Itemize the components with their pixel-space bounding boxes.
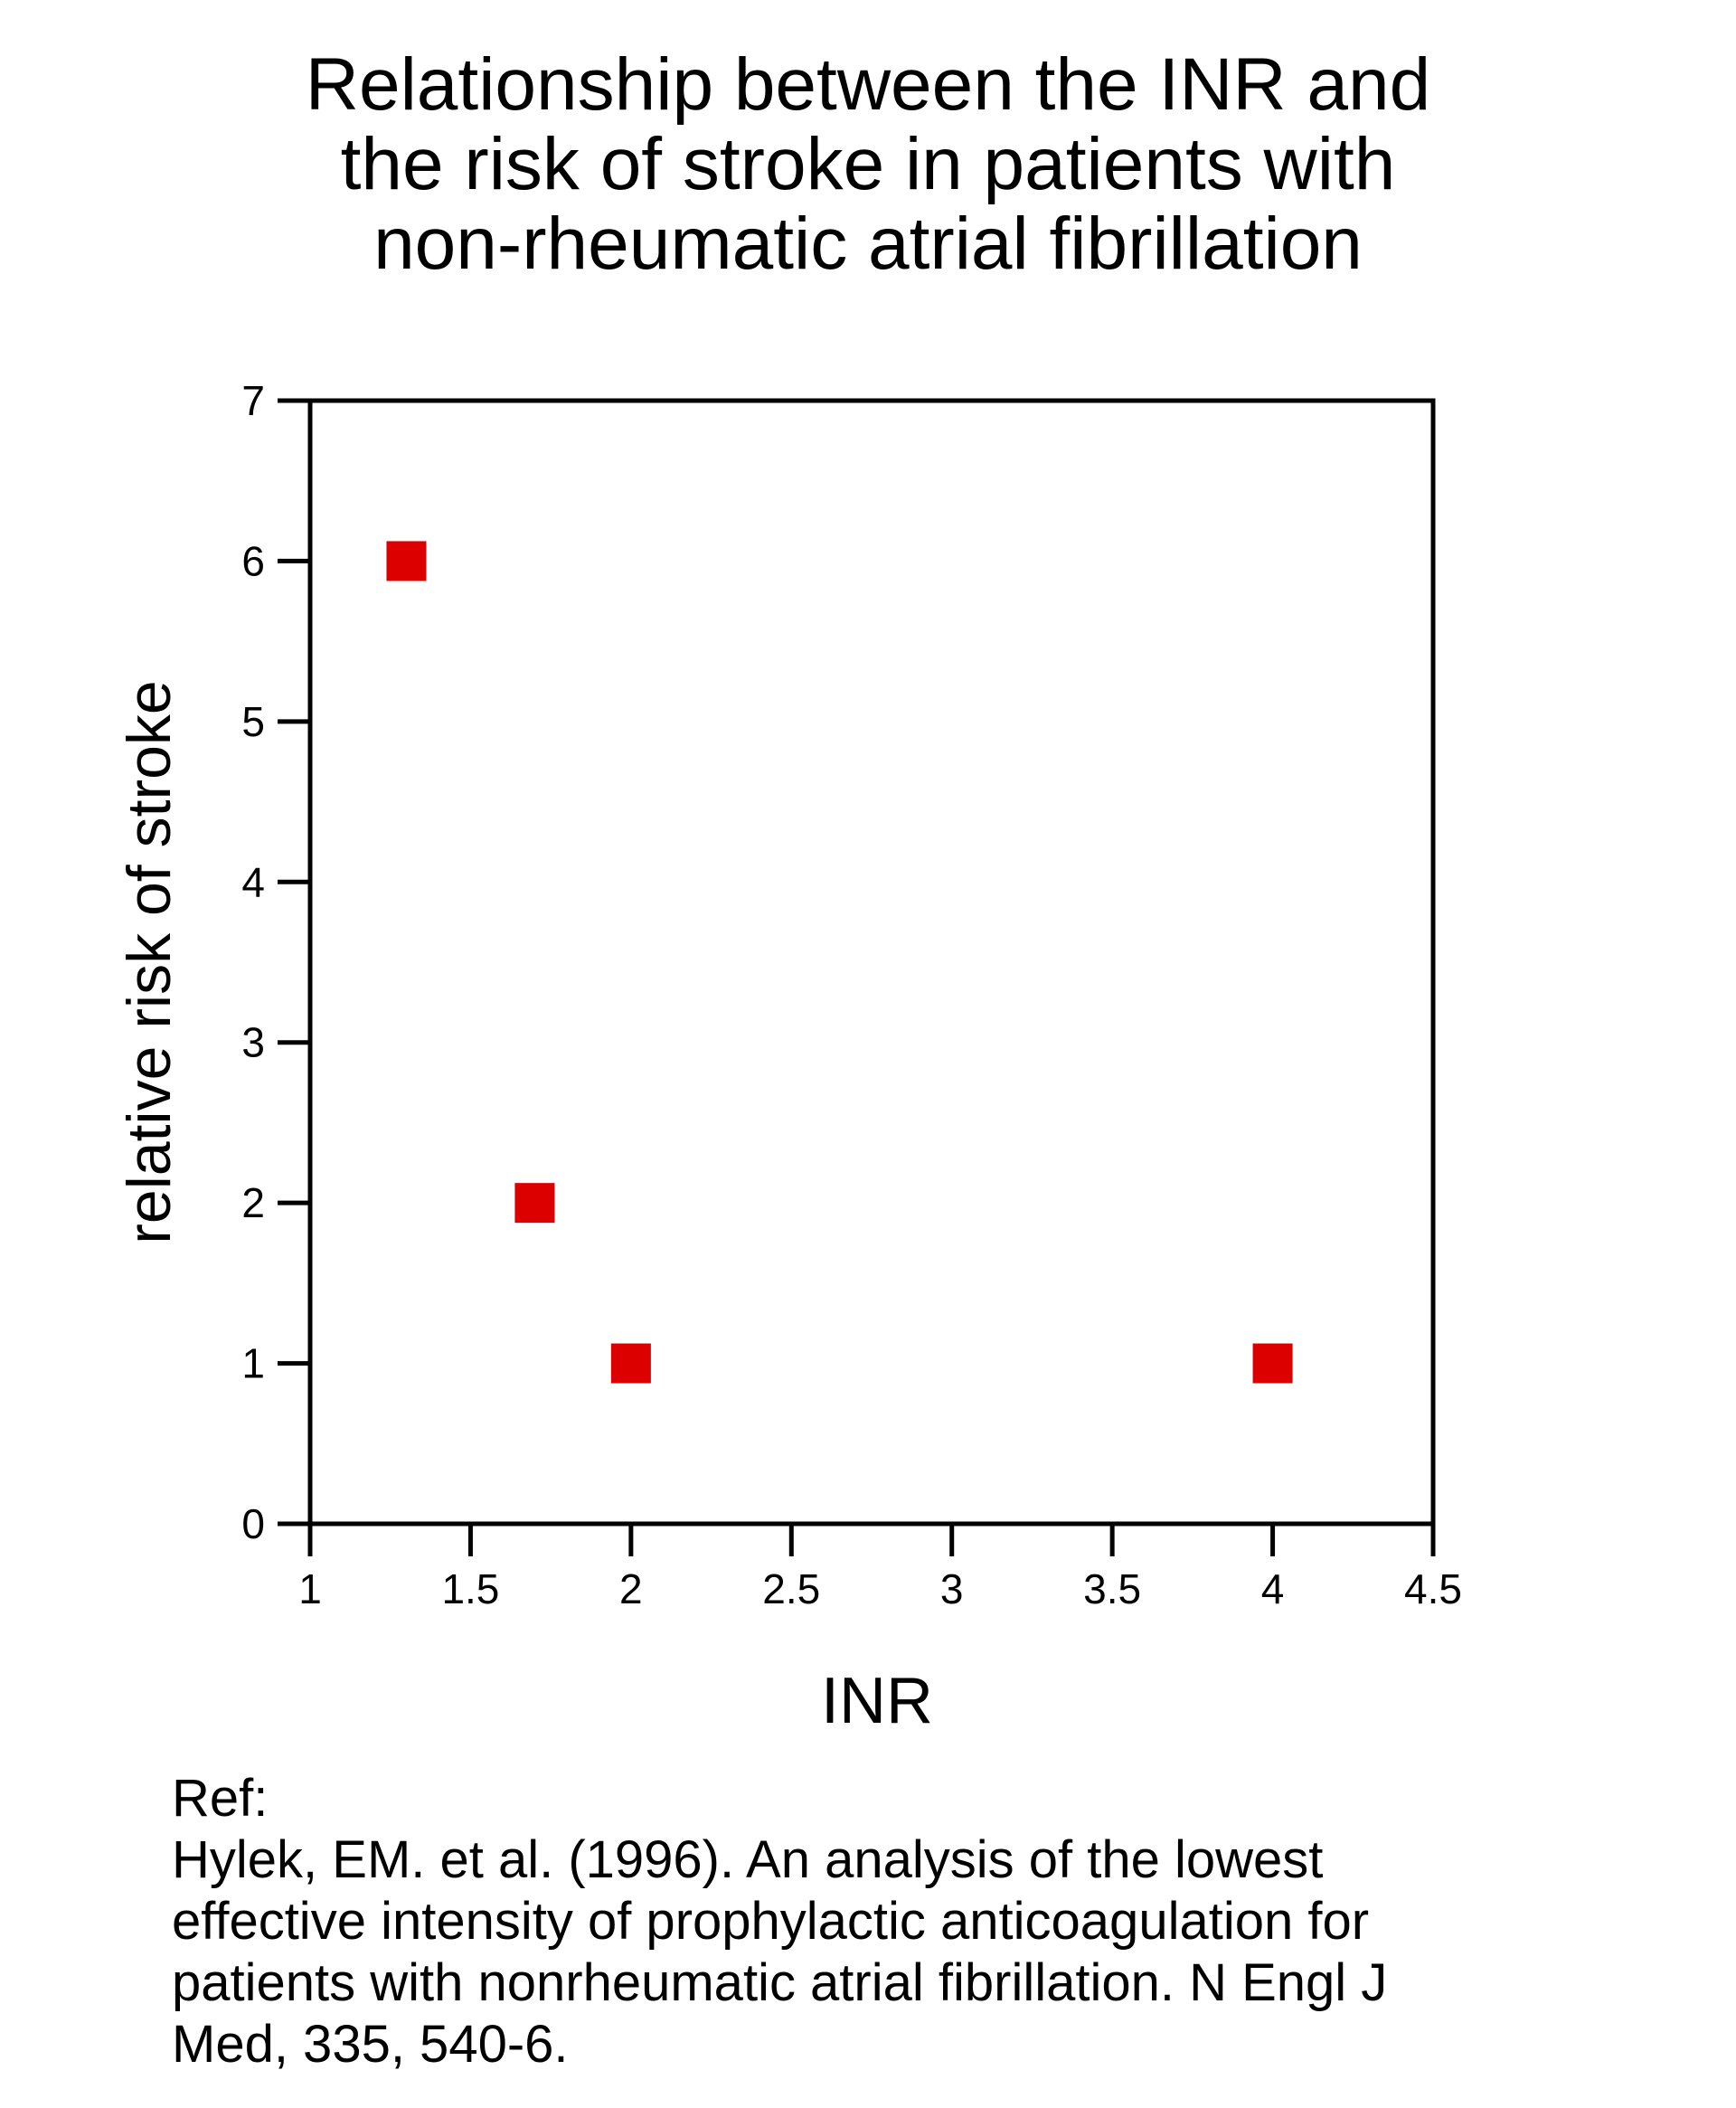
reference-line-1: Hylek, EM. et al. (1996). An analysis of…: [172, 1830, 1324, 1889]
y-tick-label: 7: [241, 377, 265, 424]
y-tick-label: 5: [241, 698, 265, 745]
x-tick-label: 2: [619, 1565, 643, 1612]
y-axis-label: relative risk of stroke: [115, 680, 184, 1244]
chart-title-line-3: non-rheumatic atrial fibrillation: [373, 203, 1363, 285]
y-axis-ticks: 0 1 2 3 4 5 6 7: [241, 377, 310, 1547]
reference-label: Ref:: [172, 1769, 269, 1828]
reference-block: Ref: Hylek, EM. et al. (1996). An analys…: [172, 1768, 1582, 2075]
x-axis-ticks: 1 1.5 2 2.5 3 3.5 4 4.5: [298, 1524, 1462, 1612]
reference-line-4: Med, 335, 540-6.: [172, 2015, 569, 2074]
reference-line-2: effective intensity of prophylactic anti…: [172, 1892, 1370, 1951]
x-tick-label: 3: [940, 1565, 964, 1612]
x-tick-label: 4: [1261, 1565, 1285, 1612]
data-points: [386, 541, 1293, 1384]
data-point: [386, 541, 427, 581]
reference-line-3: patients with nonrheumatic atrial fibril…: [172, 1953, 1388, 2012]
x-tick-label: 3.5: [1083, 1565, 1141, 1612]
x-tick-label: 1.5: [441, 1565, 499, 1612]
data-point: [610, 1343, 651, 1384]
plot-frame: [307, 398, 1436, 1527]
data-point: [514, 1183, 555, 1224]
y-tick-label: 3: [241, 1019, 265, 1066]
y-tick-label: 4: [241, 858, 265, 905]
x-tick-label: 4.5: [1404, 1565, 1462, 1612]
chart-title-line-1: Relationship between the INR and: [305, 43, 1431, 126]
chart-title: Relationship between the INR and the ris…: [0, 45, 1736, 284]
y-tick-label: 0: [241, 1500, 265, 1547]
x-tick-label: 1: [298, 1565, 322, 1612]
chart-title-line-2: the risk of stroke in patients with: [340, 123, 1396, 205]
y-tick-label: 1: [241, 1340, 265, 1387]
data-point: [1252, 1343, 1293, 1384]
x-tick-label: 2.5: [762, 1565, 820, 1612]
y-tick-label: 2: [241, 1179, 265, 1226]
y-tick-label: 6: [241, 537, 265, 584]
x-axis-label: INR: [821, 1665, 933, 1737]
